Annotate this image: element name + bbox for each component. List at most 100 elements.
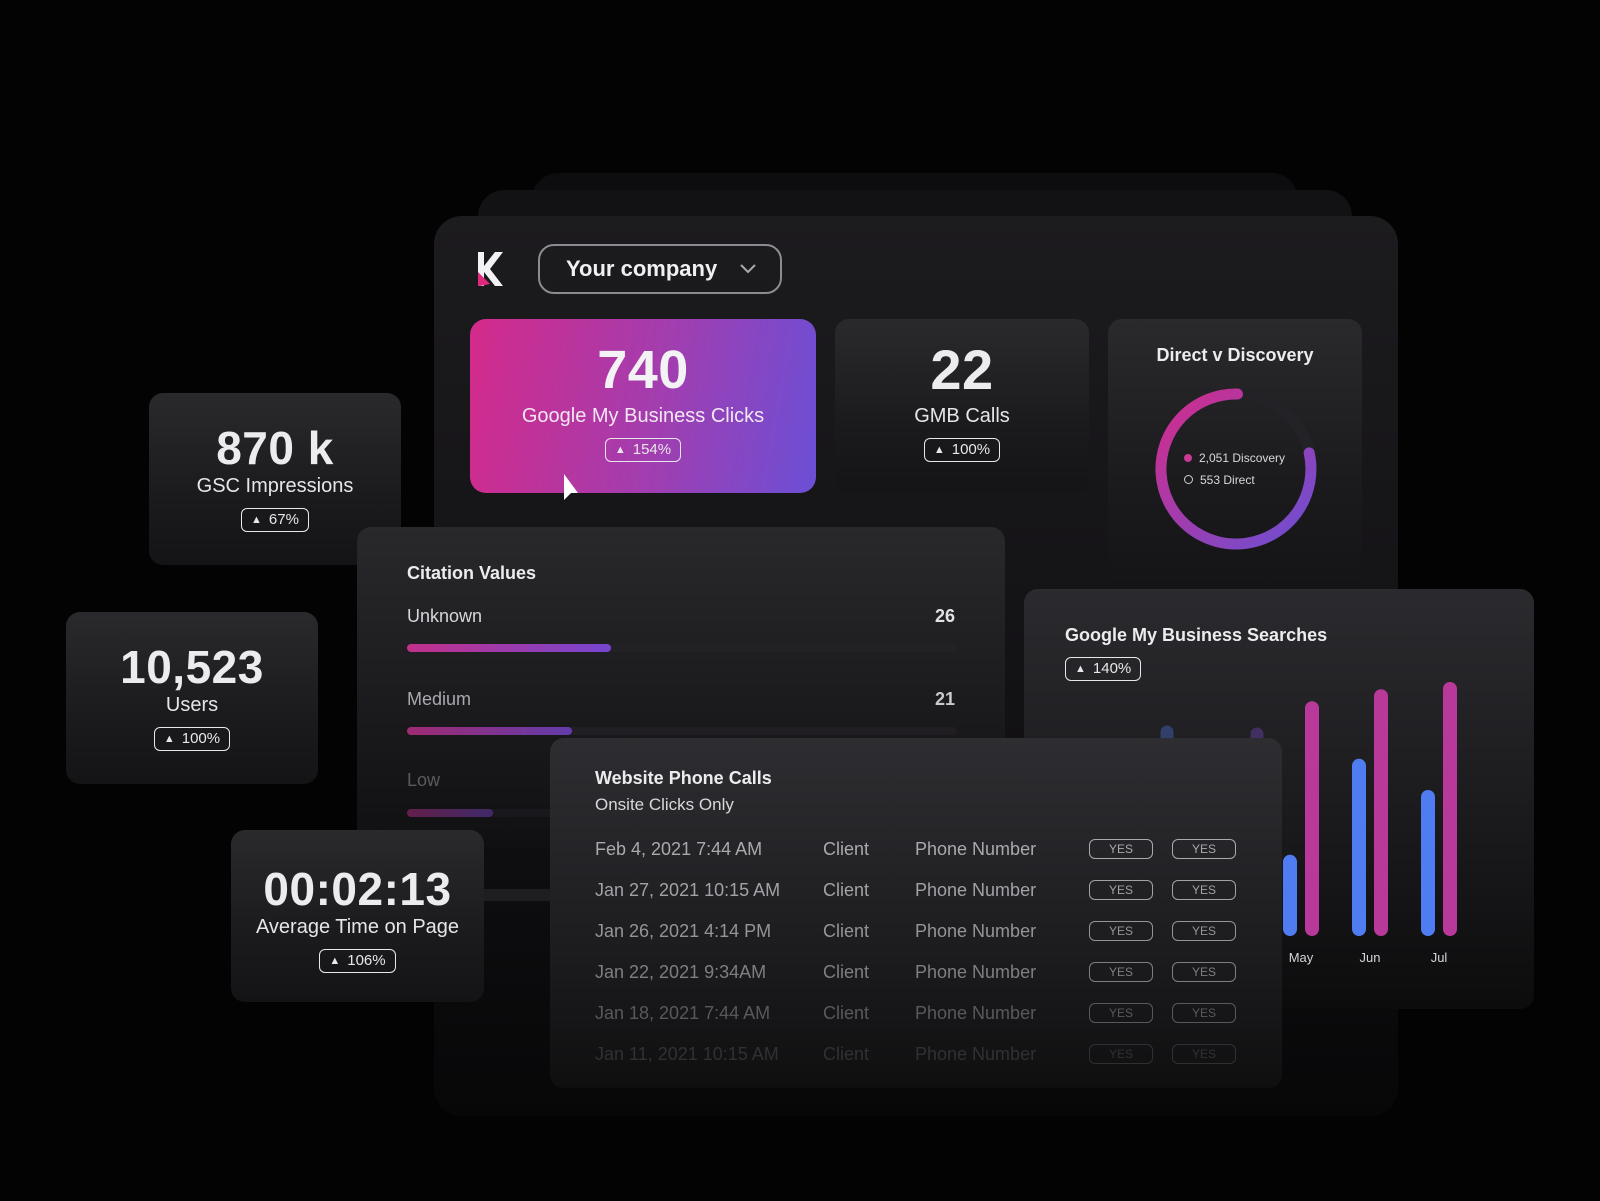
call-source: Client [823,962,870,982]
call-source: Client [823,1003,870,1023]
gsc-change-badge: ▲ 67% [241,508,309,532]
gmb-searches-change-badge: ▲ 140% [1065,657,1142,681]
citation-value-medium: 21 [934,689,955,709]
call-type: Phone Number [915,1003,1037,1023]
gmb-searches-title: Google My Business Searches [1065,625,1328,645]
users-label: Users [165,694,219,716]
citation-bar-unknown [407,644,612,652]
call-type: Phone Number [915,921,1037,941]
yes-badge[interactable]: YES [1089,1003,1153,1023]
citation-label-medium: Medium [407,689,472,709]
users-value: 10,523 [120,641,264,693]
arrow-up-icon: ▲ [1075,663,1086,675]
yes-badge[interactable]: YES [1172,880,1236,900]
avg-time-change: 106% [347,952,386,969]
gmb-clicks-change-badge: ▲ 154% [604,438,682,462]
yes-badge[interactable]: YES [1172,1044,1236,1064]
gmb-clicks-value: 740 [597,340,689,400]
call-date: Jan 11, 2021 10:15 AM [595,1044,779,1064]
call-type: Phone Number [915,839,1037,859]
gmb-calls-value: 22 [930,338,994,401]
users-change: 100% [181,730,221,747]
call-type: Phone Number [915,880,1037,900]
citation-bar-low [407,809,494,817]
call-date: Jan 18, 2021 7:44 AM [595,1003,771,1023]
gmb-calls-label: GMB Calls [914,405,1010,427]
table-row[interactable]: Jan 27, 2021 10:15 AM Client Phone Number Y… [595,880,1255,906]
legend-dot-filled-icon [1184,454,1192,462]
yes-badge[interactable]: YES [1172,962,1236,982]
legend-label: 553 Direct [1200,473,1255,487]
x-tick-label: Jul [1431,950,1448,965]
yes-badge[interactable]: YES [1089,962,1153,982]
donut-legend: 2,051 Discovery 553 Direct [1184,447,1285,491]
table-row[interactable]: Jan 26, 2021 4:14 PM Client Phone Number YE… [595,921,1255,947]
yes-badge[interactable]: YES [1089,921,1153,941]
citation-label-unknown: Unknown [407,606,483,626]
arrow-up-icon: ▲ [329,955,341,967]
legend-item-direct: 553 Direct [1184,469,1285,491]
table-row[interactable]: Feb 4, 2021 7:44 AM Client Phone Number YES… [595,839,1255,865]
table-row[interactable]: Jan 18, 2021 7:44 AM Client Phone Number YE… [595,1003,1255,1029]
call-source: Client [823,880,870,900]
legend-item-discovery: 2,051 Discovery [1184,447,1285,469]
citation-bar-track [407,727,957,735]
citation-title: Citation Values [407,563,537,583]
table-row[interactable]: Jan 11, 2021 10:15 AM Client Phone Number Y… [595,1044,1255,1070]
call-type: Phone Number [915,962,1037,982]
avg-time-change-badge: ▲ 106% [319,949,396,973]
gmb-clicks-change: 154% [632,441,672,458]
gsc-change: 67% [268,511,299,528]
gmb-calls-card[interactable]: 22 GMB Calls ▲ 100% [835,319,1089,493]
discovery-arc [1155,388,1317,550]
gmb-clicks-card[interactable]: 740 Google My Business Clicks ▲ 154% [470,319,816,493]
arrow-up-icon: ▲ [933,444,945,456]
yes-badge[interactable]: YES [1089,880,1153,900]
call-date: Jan 26, 2021 4:14 PM [595,921,772,941]
yes-badge[interactable]: YES [1172,839,1236,859]
legend-label: 2,051 Discovery [1199,451,1286,465]
call-date: Jan 22, 2021 9:34AM [595,962,767,982]
avg-time-label: Average Time on Page [255,916,460,938]
arrow-up-icon: ▲ [251,514,262,526]
call-source: Client [823,839,870,859]
call-source: Client [823,921,870,941]
direct-discovery-donut [1155,388,1317,550]
legend-dot-outline-icon [1184,475,1193,484]
users-change-badge: ▲ 100% [153,727,231,751]
users-card[interactable]: 10,523 Users ▲ 100% [66,612,318,784]
call-date: Jan 27, 2021 10:15 AM [595,880,781,900]
direct-discovery-card[interactable]: Direct v Discovery 2,051 Discovery 553 D… [1108,319,1362,591]
citation-value-unknown: 26 [934,606,955,626]
connector-line [484,889,554,901]
x-tick-label: Jun [1360,950,1381,965]
arrow-up-icon: ▲ [163,733,175,745]
call-type: Phone Number [915,1044,1037,1064]
yes-badge[interactable]: YES [1089,839,1153,859]
gsc-impressions-value: 870 k [216,422,334,474]
call-date: Feb 4, 2021 7:44 AM [595,839,763,859]
citation-label-low: Low [407,770,441,790]
x-tick-label: May [1289,950,1314,965]
yes-badge[interactable]: YES [1089,1044,1153,1064]
website-phone-calls-card[interactable]: Website Phone Calls Onsite Clicks Only F… [550,738,1282,1088]
yes-badge[interactable]: YES [1172,921,1236,941]
arrow-up-icon: ▲ [614,444,626,456]
chevron-down-icon [740,264,756,274]
brand-logo-icon[interactable] [476,248,512,292]
company-selector-label: Your company [566,256,718,281]
avg-time-card[interactable]: 00:02:13 Average Time on Page ▲ 106% [231,830,484,1002]
phone-calls-title: Website Phone Calls [595,768,772,788]
gsc-impressions-card[interactable]: 870 k GSC Impressions ▲ 67% [149,393,401,565]
table-row[interactable]: Jan 22, 2021 9:34AM Client Phone Number YES… [595,962,1255,988]
company-selector[interactable]: Your company [538,244,782,294]
phone-calls-subtitle: Onsite Clicks Only [595,795,734,814]
call-source: Client [823,1044,870,1064]
citation-bar-track [407,644,957,652]
mouse-cursor-icon [564,474,578,500]
gmb-searches-change: 140% [1092,660,1132,677]
gmb-calls-change-badge: ▲ 100% [923,438,1001,462]
yes-badge[interactable]: YES [1172,1003,1236,1023]
gmb-clicks-label: Google My Business Clicks [521,405,765,427]
avg-time-value: 00:02:13 [263,863,452,915]
